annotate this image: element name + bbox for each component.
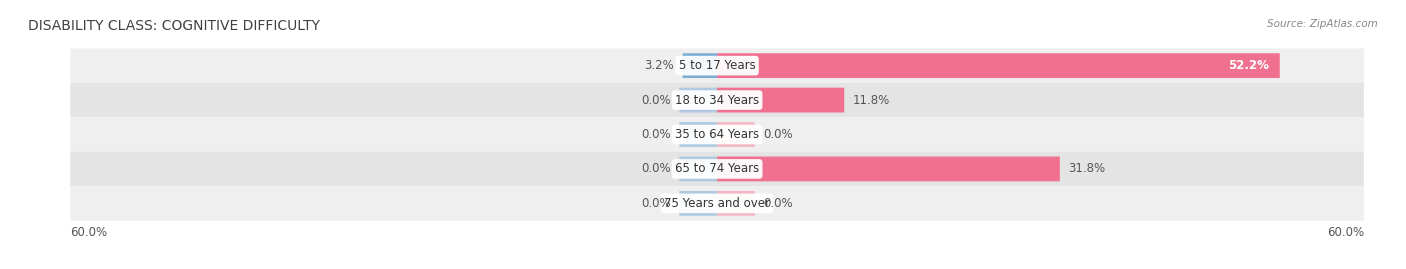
Text: 11.8%: 11.8% <box>853 94 890 107</box>
FancyBboxPatch shape <box>717 122 755 147</box>
FancyBboxPatch shape <box>717 191 755 216</box>
FancyBboxPatch shape <box>717 88 844 112</box>
Text: 0.0%: 0.0% <box>763 197 793 210</box>
FancyBboxPatch shape <box>70 83 1364 117</box>
Text: 60.0%: 60.0% <box>1327 226 1364 239</box>
Text: 0.0%: 0.0% <box>763 128 793 141</box>
Text: 60.0%: 60.0% <box>70 226 107 239</box>
Text: 0.0%: 0.0% <box>641 162 671 175</box>
FancyBboxPatch shape <box>70 152 1364 186</box>
Text: 35 to 64 Years: 35 to 64 Years <box>675 128 759 141</box>
FancyBboxPatch shape <box>70 186 1364 221</box>
FancyBboxPatch shape <box>679 122 717 147</box>
Text: Source: ZipAtlas.com: Source: ZipAtlas.com <box>1267 19 1378 29</box>
Text: 65 to 74 Years: 65 to 74 Years <box>675 162 759 175</box>
Text: 0.0%: 0.0% <box>641 197 671 210</box>
FancyBboxPatch shape <box>70 48 1364 83</box>
FancyBboxPatch shape <box>679 157 717 181</box>
FancyBboxPatch shape <box>717 53 1279 78</box>
Text: 75 Years and over: 75 Years and over <box>664 197 770 210</box>
FancyBboxPatch shape <box>679 191 717 216</box>
FancyBboxPatch shape <box>682 53 717 78</box>
Text: 0.0%: 0.0% <box>641 128 671 141</box>
Text: 18 to 34 Years: 18 to 34 Years <box>675 94 759 107</box>
Text: 3.2%: 3.2% <box>644 59 673 72</box>
Text: 31.8%: 31.8% <box>1069 162 1105 175</box>
FancyBboxPatch shape <box>679 88 717 112</box>
Text: DISABILITY CLASS: COGNITIVE DIFFICULTY: DISABILITY CLASS: COGNITIVE DIFFICULTY <box>28 19 321 33</box>
Text: 52.2%: 52.2% <box>1227 59 1270 72</box>
FancyBboxPatch shape <box>717 157 1060 181</box>
Text: 0.0%: 0.0% <box>641 94 671 107</box>
Text: 5 to 17 Years: 5 to 17 Years <box>679 59 755 72</box>
FancyBboxPatch shape <box>70 117 1364 152</box>
